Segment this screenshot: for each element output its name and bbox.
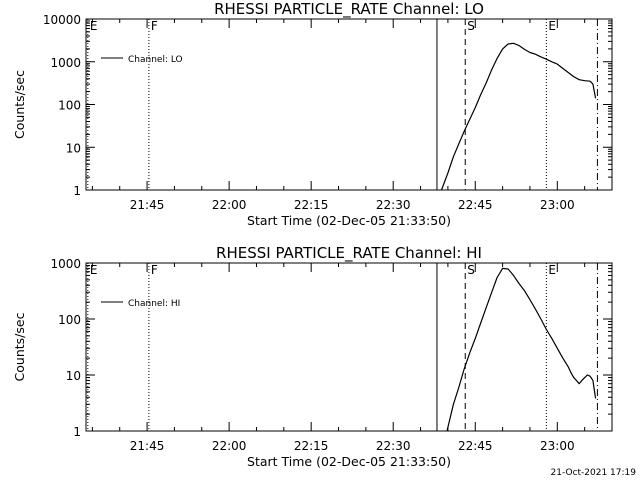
y-tick-label: 10000 xyxy=(43,13,81,27)
chart-title: RHESSI PARTICLE_RATE Channel: HI xyxy=(216,244,482,263)
marker-label: S xyxy=(467,263,475,277)
x-tick-label: 23:00 xyxy=(540,439,575,453)
x-tick-label: 22:00 xyxy=(212,198,247,212)
footer-timestamp: 21-Oct-2021 17:19 xyxy=(551,468,637,478)
y-axis-label: Counts/sec xyxy=(12,70,27,139)
x-tick-label: 22:00 xyxy=(212,439,247,453)
x-tick-label: 21:45 xyxy=(130,198,165,212)
series-line xyxy=(440,42,597,191)
legend-label: Channel: HI xyxy=(128,299,180,309)
y-tick-label: 10 xyxy=(66,141,81,155)
y-tick-label: 100 xyxy=(58,99,81,113)
series-line xyxy=(446,267,597,432)
y-tick-label: 1 xyxy=(73,425,81,439)
x-tick-label: 22:45 xyxy=(458,198,493,212)
y-tick-label: 1000 xyxy=(50,56,81,70)
x-axis-label: Start Time (02-Dec-05 21:33:50) xyxy=(247,454,451,469)
y-tick-label: 1000 xyxy=(50,257,81,271)
marker-label: F xyxy=(151,263,158,277)
y-axis-label: Counts/sec xyxy=(12,312,27,381)
plot-frame xyxy=(85,262,613,432)
marker-label: E xyxy=(90,19,98,33)
x-axis-label: Start Time (02-Dec-05 21:33:50) xyxy=(247,213,451,228)
marker-label: S xyxy=(467,19,475,33)
chart-title: RHESSI PARTICLE_RATE Channel: LO xyxy=(214,0,484,19)
x-tick-label: 22:15 xyxy=(294,439,329,453)
x-tick-label: 23:00 xyxy=(540,198,575,212)
marker-label: E xyxy=(548,19,556,33)
x-tick-label: 22:45 xyxy=(458,439,493,453)
legend-label: Channel: LO xyxy=(128,55,183,65)
x-tick-label: 21:45 xyxy=(130,439,165,453)
y-tick-label: 1 xyxy=(73,184,81,198)
marker-label: F xyxy=(151,19,158,33)
y-tick-label: 10 xyxy=(66,369,81,383)
y-tick-label: 100 xyxy=(58,313,81,327)
x-tick-label: 22:30 xyxy=(376,198,411,212)
plot-frame xyxy=(85,18,613,191)
x-tick-label: 22:15 xyxy=(294,198,329,212)
marker-label: E xyxy=(548,263,556,277)
marker-label: E xyxy=(90,263,98,277)
x-tick-label: 22:30 xyxy=(376,439,411,453)
